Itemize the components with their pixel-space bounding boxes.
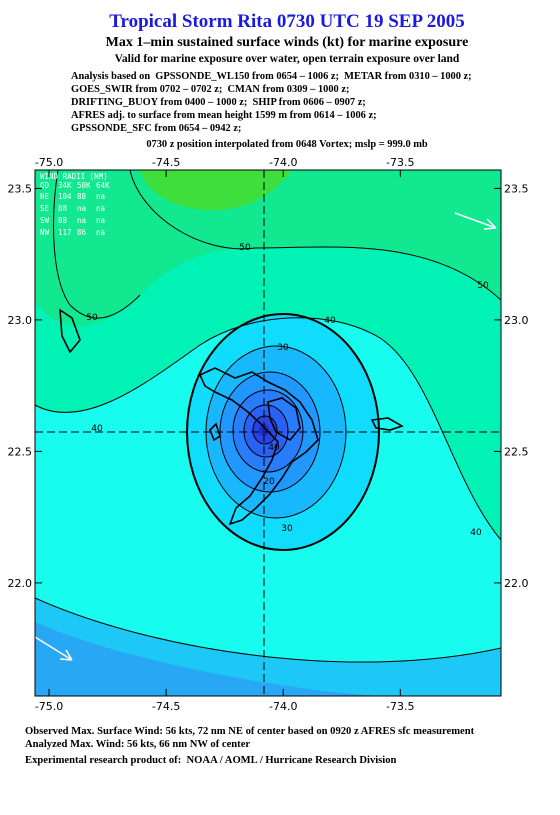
x-tick-label: -73.5 [386, 700, 414, 713]
band-low [35, 622, 380, 696]
wind-radii-table: WIND RADII (NM) QD 34K 50K 64K NE 104 88 na SE 88… [40, 172, 110, 237]
footer-line: Experimental research product of: NOAA /… [25, 755, 397, 766]
x-tick-label: -75.0 [35, 700, 63, 713]
position-note: 0730 z position interpolated from 0648 V… [146, 139, 428, 150]
coastline [370, 417, 404, 431]
y-tick-label: 23.0 [8, 314, 33, 327]
wind-field: 50 50 50 40 40 40 30 30 40 20 WIND RADII… [35, 170, 501, 696]
coastline [209, 422, 221, 442]
wind-radii-header: 64K [96, 181, 110, 190]
contour-label: 40 [324, 316, 336, 326]
x-tick-label: -75.0 [35, 156, 63, 169]
x-tick-label: -74.5 [152, 156, 180, 169]
footer-line: Analyzed Max. Wind: 56 kts, 66 nm NW of … [25, 739, 250, 750]
contour-label: 50 [86, 313, 98, 323]
analysis-line: Analysis based on GPSSONDE_WL150 from 06… [71, 71, 472, 82]
wind-radii-cell: 88 [58, 204, 68, 213]
wind-radii-cell: NW [40, 228, 50, 237]
wind-radii-cell: na [96, 216, 105, 225]
coastline [198, 367, 319, 526]
y-tick-label: 22.0 [504, 577, 529, 590]
y-tick-label: 22.5 [8, 445, 33, 458]
wind-radii-cell: 117 [58, 228, 72, 237]
y-tick-label: 23.0 [504, 314, 529, 327]
wind-radii-cell: 88 [77, 192, 87, 201]
map-frame [34, 169, 502, 697]
analysis-line: GPSSONDE_SFC from 0654 – 0942 z; [71, 123, 241, 134]
contour [35, 597, 501, 663]
contour-label: 30 [281, 524, 293, 534]
wind-radii-cell: na [77, 204, 86, 213]
axis-ticks: -75.0 -75.0 -74.5 -74.5 -74.0 -74.0 -73.5 -73.5… [8, 156, 529, 713]
wind-radii-header: 50K [77, 181, 91, 190]
contour-label: 20 [263, 477, 275, 487]
contour [35, 317, 501, 541]
wind-radii-title: WIND RADII (NM) [40, 172, 108, 181]
wind-radii-cell: na [96, 204, 105, 213]
wind-radii-header: 34K [58, 181, 72, 190]
contour-label: 50 [239, 243, 251, 253]
band-60 [140, 170, 292, 211]
wind-radii-cell: na [96, 228, 105, 237]
x-tick-label: -74.0 [269, 156, 297, 169]
analysis-line: AFRES adj. to surface from mean height 1… [71, 110, 377, 121]
wind-radii-cell: SE [40, 204, 50, 213]
x-tick-label: -73.5 [386, 156, 414, 169]
wind-radii-cell: NE [40, 192, 50, 201]
coastline [59, 308, 81, 354]
coastline [267, 397, 301, 442]
subtitle: Max 1–min sustained surface winds (kt) f… [106, 35, 469, 50]
footer-line: Observed Max. Surface Wind: 56 kts, 72 n… [25, 726, 475, 737]
contour-label: 30 [277, 343, 289, 353]
x-tick-label: -74.5 [152, 700, 180, 713]
motion-arrow [35, 636, 73, 661]
contour [53, 170, 141, 319]
contour-label: 40 [268, 443, 280, 453]
contour-label: 40 [91, 424, 103, 434]
contour-label: 40 [470, 528, 482, 538]
contour [129, 170, 501, 301]
arrow-head [483, 218, 497, 230]
x-tick-label: -74.0 [269, 700, 297, 713]
title: Tropical Storm Rita 0730 UTC 19 SEP 2005 [109, 11, 465, 32]
contour-label: 50 [477, 281, 489, 291]
validity: Valid for marine exposure over water, op… [115, 53, 460, 65]
arrow-head [59, 649, 73, 661]
y-tick-label: 22.0 [8, 577, 33, 590]
motion-arrow [454, 212, 497, 229]
wind-radii-cell: 86 [77, 228, 87, 237]
contour [243, 404, 289, 458]
wind-radii-header: QD [40, 181, 50, 190]
contour [252, 415, 278, 445]
analysis-line: DRIFTING_BUOY from 0400 – 1000 z; SHIP f… [71, 97, 366, 108]
analysis-line: GOES_SWIR from 0702 – 0702 z; CMAN from … [71, 84, 349, 95]
wind-radii-cell: SW [40, 216, 50, 225]
wind-radii-cell: 88 [58, 216, 68, 225]
contour [232, 389, 304, 473]
wind-radii-cell: 104 [58, 192, 72, 201]
y-tick-label: 23.5 [8, 182, 33, 195]
wind-radii-cell: na [77, 216, 86, 225]
y-tick-label: 22.5 [504, 445, 529, 458]
y-tick-label: 23.5 [504, 182, 529, 195]
wind-radii-cell: na [96, 192, 105, 201]
